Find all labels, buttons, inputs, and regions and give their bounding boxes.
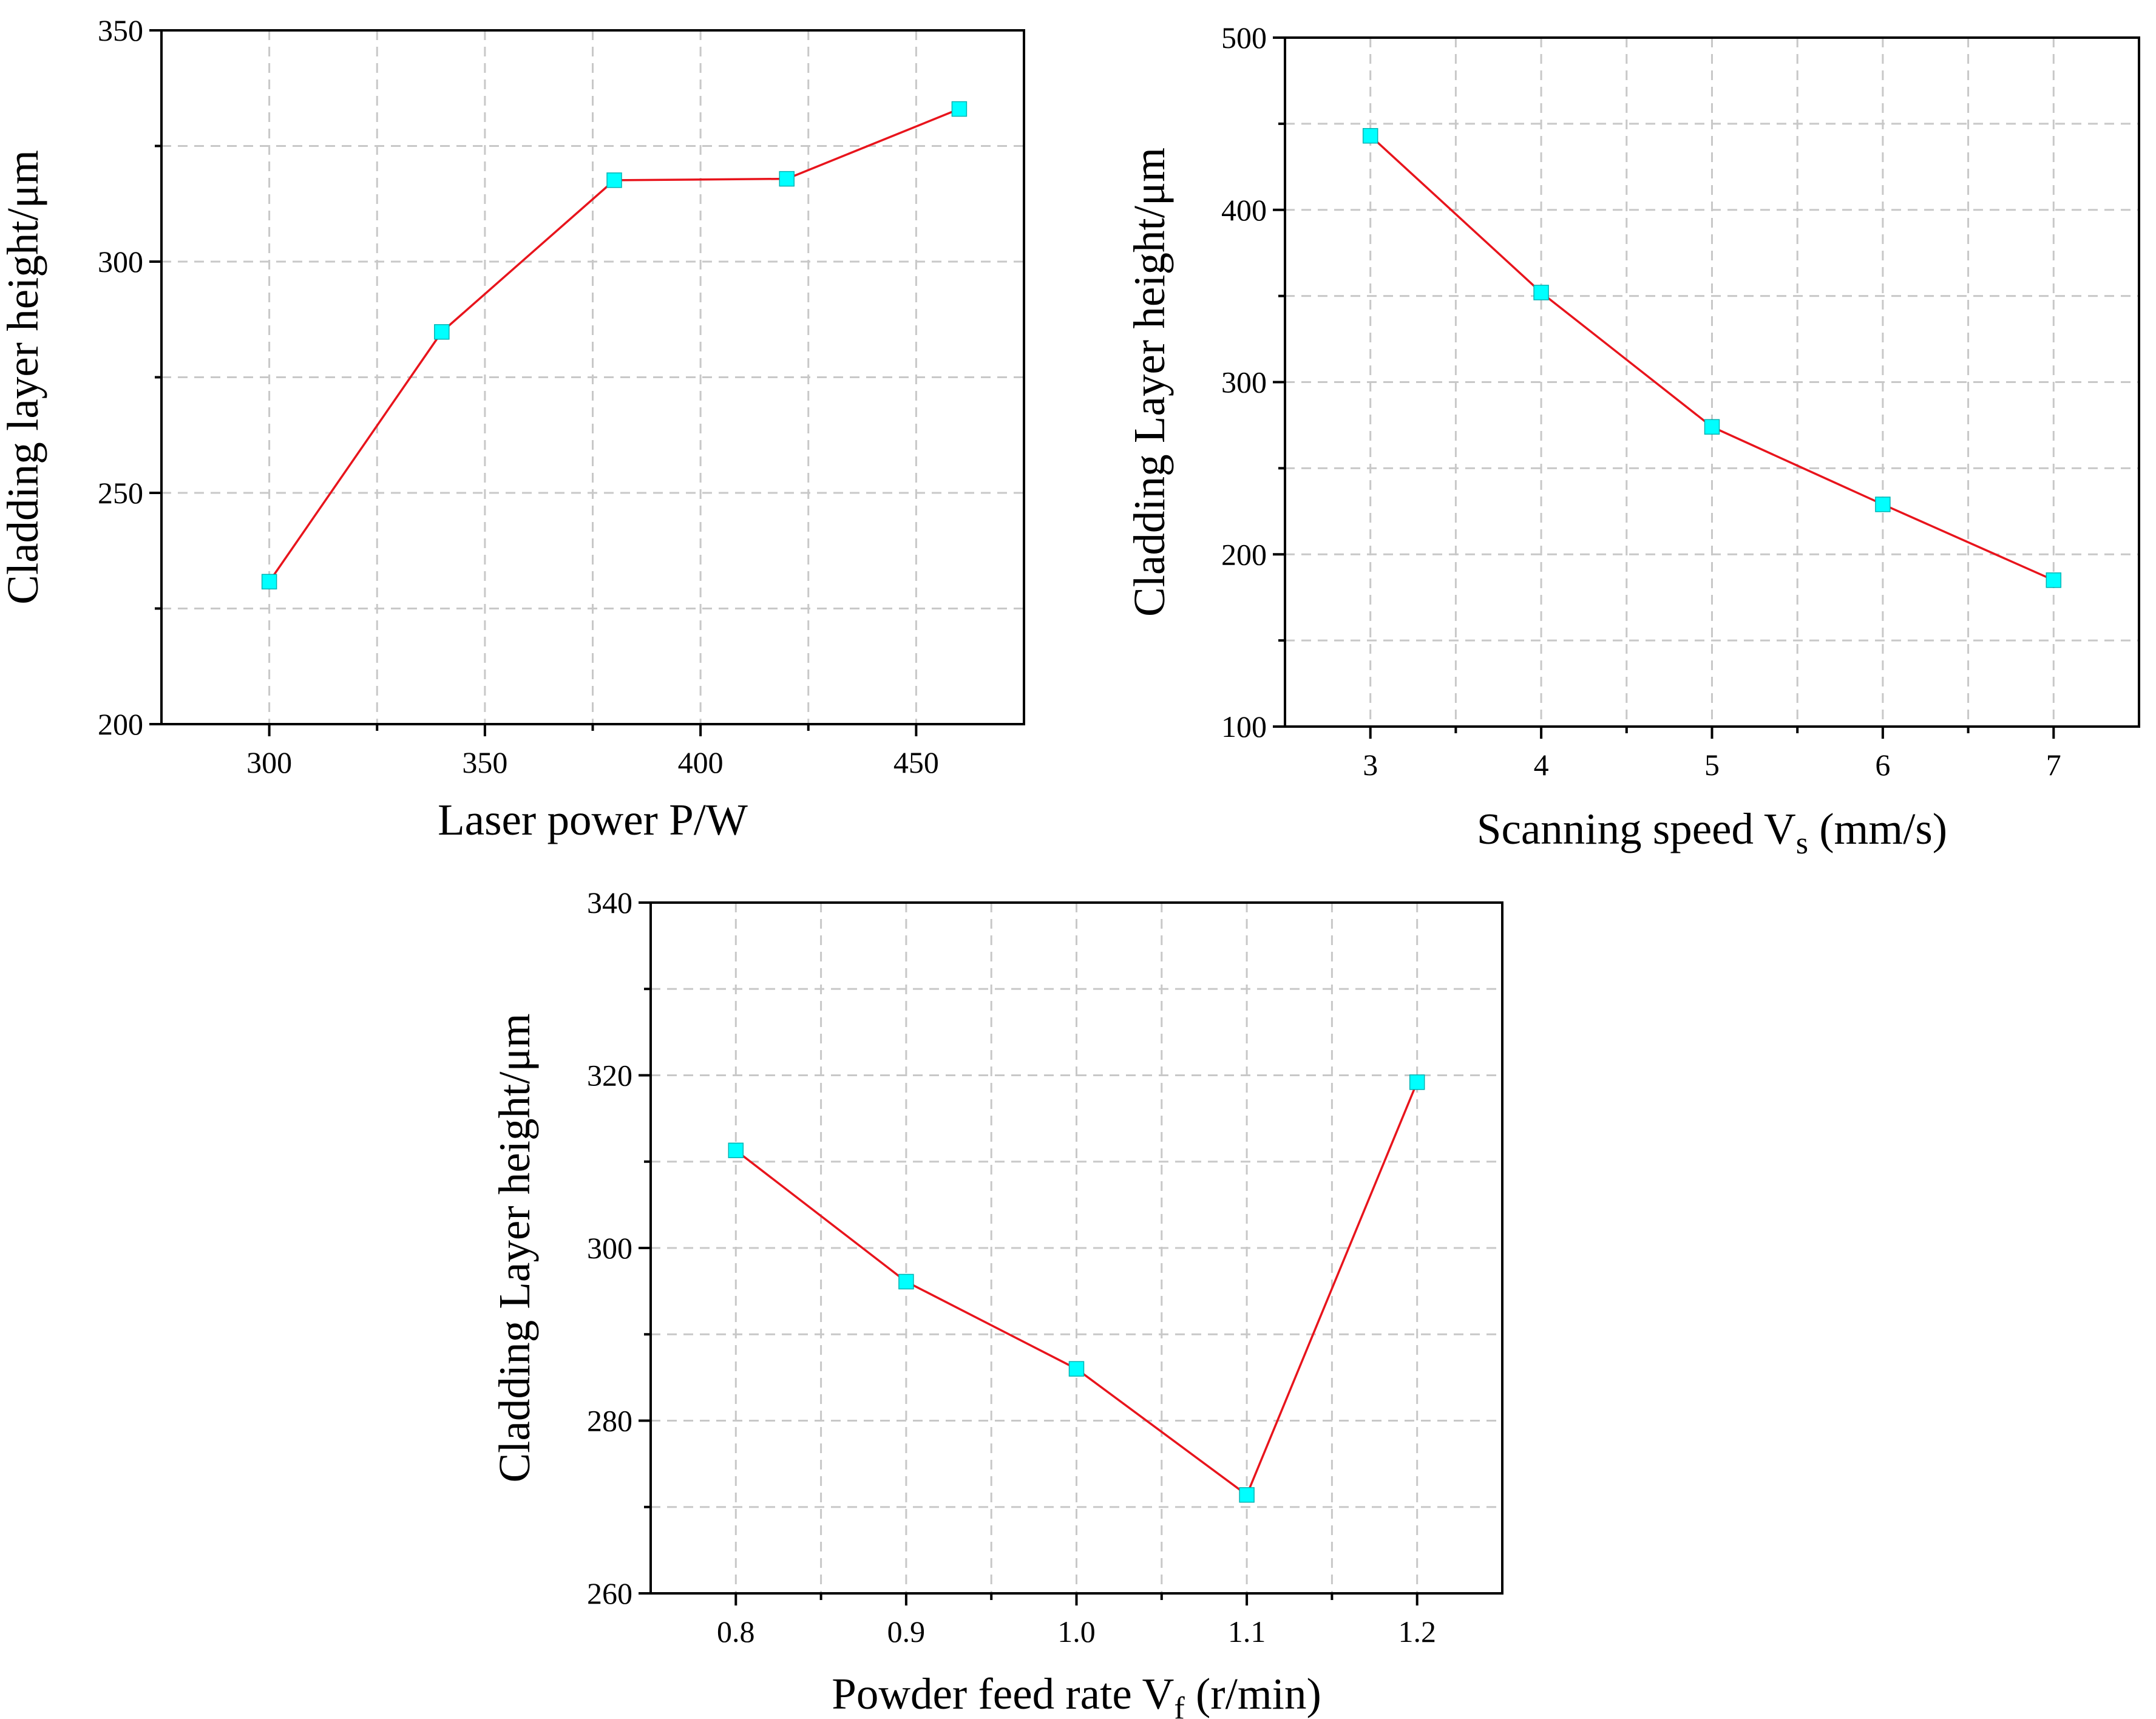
y-tick-label: 300 [98,245,143,279]
data-point [1068,1361,1085,1377]
y-tick-label: 400 [1221,193,1267,227]
chart-scanning-speed: 3 4 5 6 7 100 200 300 400 500 Scanning speed Vs (m… [1125,21,2140,861]
y-axis-title: Cladding Layer height/μm [1125,147,1174,617]
grid [161,30,1024,724]
x-tick-label: 5 [1704,748,1720,782]
y-tick-label: 100 [1221,710,1267,744]
chart-laser-power: 300 350 400 450 200 250 300 350 Laser power P/W C… [0,13,1025,844]
data-point [1533,285,1549,300]
data-point [779,171,795,187]
y-tick-label: 280 [587,1404,632,1438]
data-point [606,172,622,188]
data-point [261,574,277,590]
x-tick-label: 1.1 [1228,1615,1266,1649]
x-tick-label: 400 [678,745,724,779]
x-axis-title-subscript: s [1796,826,1808,861]
x-tick-label: 1.2 [1398,1615,1436,1649]
chart-powder-feed-rate: 0.8 0.9 1.0 1.1 1.2 260 280 300 320 340 Powder fee… [490,886,1503,1719]
data-point [898,1273,914,1290]
x-tick-label: 6 [1875,748,1890,782]
y-tick-label: 300 [1221,365,1267,399]
x-axis-title-subscript: f [1174,1691,1185,1719]
x-axis-title-units: (r/min) [1185,1669,1321,1718]
y-tick-label: 320 [587,1059,632,1093]
x-tick-label: 350 [462,745,507,779]
x-axis-title-main: Laser power P/W [438,795,748,844]
grid [1285,38,2139,727]
x-tick-label: 450 [893,745,939,779]
data-point [951,101,968,117]
x-axis-title: Scanning speed Vs (mm/s) [1477,804,1947,861]
y-tick-label: 300 [587,1231,632,1265]
y-tick-label: 260 [587,1576,632,1610]
x-tick-label: 0.9 [887,1615,926,1649]
data-point [728,1142,744,1159]
data-point [1362,127,1378,144]
y-tick-label: 340 [587,886,632,920]
x-tick-label: 4 [1534,748,1549,782]
y-tick-label: 200 [98,707,143,741]
data-point [1409,1074,1425,1090]
x-axis-title: Powder feed rate Vf (r/min) [832,1669,1321,1719]
x-tick-label: 0.8 [717,1615,755,1649]
data-point [1239,1487,1255,1503]
x-tick-label: 300 [246,745,292,779]
x-axis-title-units: (mm/s) [1808,804,1947,853]
x-tick-label: 7 [2046,748,2061,782]
y-axis-title: Cladding Layer height/μm [490,1013,539,1482]
grid [651,903,1502,1593]
y-tick-label: 200 [1221,537,1267,571]
x-axis-title: Laser power P/W [438,795,748,844]
data-point [1875,497,1891,512]
x-axis-title-main: Scanning speed V [1477,804,1796,853]
x-axis-title-main: Powder feed rate V [832,1669,1174,1718]
y-tick-label: 500 [1221,21,1267,55]
y-axis-title: Cladding layer height/μm [0,150,47,605]
x-tick-label: 1.0 [1057,1615,1096,1649]
y-tick-label: 350 [98,13,143,47]
data-point [434,324,450,340]
data-point [2046,572,2062,588]
y-tick-label: 250 [98,476,143,510]
data-point [1704,419,1720,435]
x-tick-label: 3 [1363,748,1378,782]
